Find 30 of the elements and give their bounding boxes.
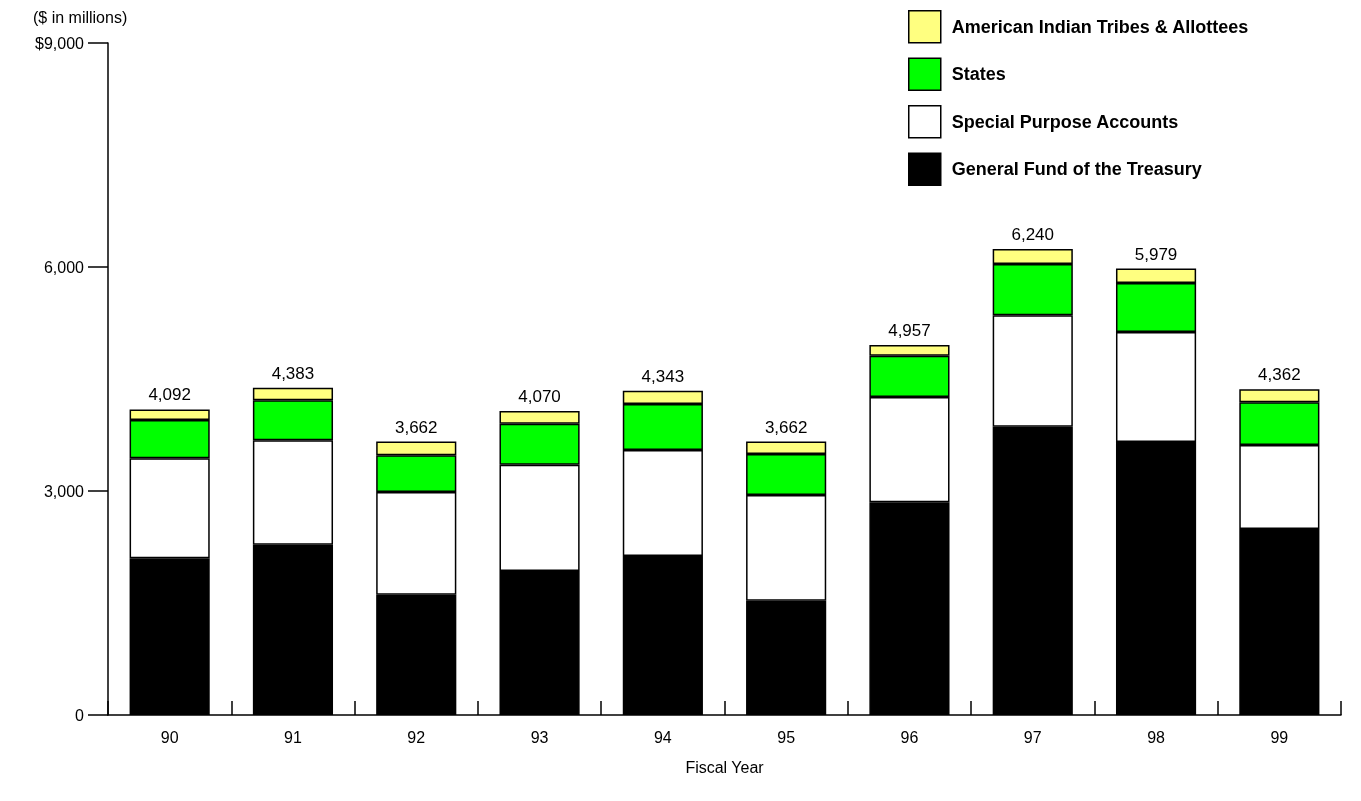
x-tick-label: 91 xyxy=(284,728,302,746)
x-tick-label: 90 xyxy=(160,728,179,746)
y-tick-label: $9,000 xyxy=(35,34,85,52)
x-tick-label: 92 xyxy=(407,728,426,746)
total-label: 4,362 xyxy=(1258,365,1301,385)
legend-label: Special Purpose Accounts xyxy=(951,111,1179,132)
x-tick-label: 93 xyxy=(530,728,549,746)
y-tick-label: 0 xyxy=(75,706,85,724)
total-label: 5,979 xyxy=(1134,244,1178,264)
total-label: 4,957 xyxy=(888,320,931,340)
total-label: 4,343 xyxy=(641,366,685,386)
x-tick-label: 96 xyxy=(900,728,919,746)
x-tick-label: 94 xyxy=(653,728,672,746)
legend-label: American Indian Tribes & Allottees xyxy=(951,16,1249,37)
x-tick-label: 95 xyxy=(777,728,796,746)
total-label: 4,092 xyxy=(148,385,191,405)
x-axis-title: Fiscal Year xyxy=(685,758,765,776)
y-axis-title: ($ in millions) xyxy=(33,8,128,26)
x-tick-label: 98 xyxy=(1147,728,1166,746)
legend-label: General Fund of the Treasury xyxy=(951,159,1202,180)
x-tick-label: 97 xyxy=(1023,728,1042,746)
x-tick-label: 99 xyxy=(1270,728,1289,746)
total-label: 6,240 xyxy=(1011,225,1055,245)
y-tick-label: 3,000 xyxy=(43,482,85,500)
total-label: 4,383 xyxy=(271,363,315,383)
legend-label: States xyxy=(951,64,1006,85)
total-label: 3,662 xyxy=(394,417,438,437)
y-tick-label: 6,000 xyxy=(43,258,85,276)
total-label: 3,662 xyxy=(764,417,808,437)
total-label: 4,070 xyxy=(518,387,561,407)
